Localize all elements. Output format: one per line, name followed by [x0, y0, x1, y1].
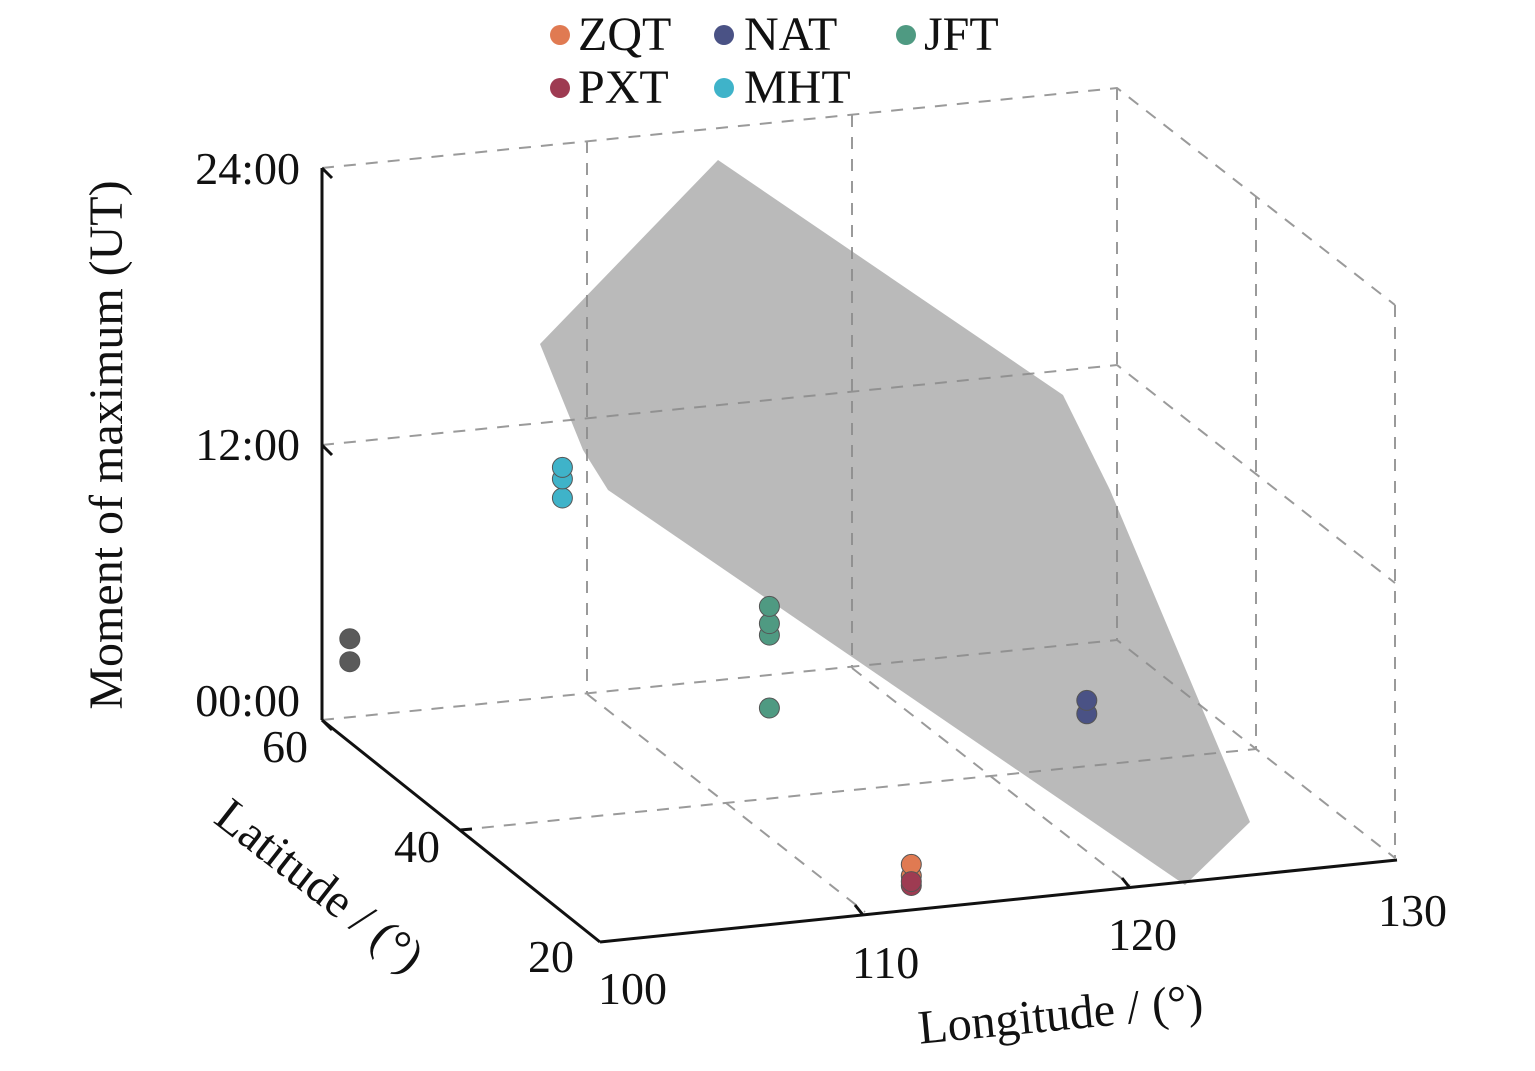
z-axis-title: Moment of maximum (UT): [80, 180, 133, 709]
grid-floor-lon100: [586, 693, 866, 913]
x-tick-label-100: 100: [598, 963, 667, 1014]
point-jft-3: [758, 595, 780, 617]
legend-item-zqt: ZQT: [550, 8, 671, 61]
legend-marker-mht: [714, 78, 734, 98]
x-tick-110: [853, 904, 865, 916]
fitted-plane: [540, 160, 1250, 885]
x-tick-label-130: 130: [1378, 885, 1447, 936]
z-tick-00: [320, 718, 334, 732]
point-other-1: [339, 628, 361, 650]
legend-item-nat: NAT: [714, 8, 837, 61]
tick-labels: 24:00 12:00 00:00 60 40 20 100 110 120 1…: [195, 143, 1447, 1014]
y-tick-label-60: 60: [262, 721, 308, 772]
legend-marker-zqt: [550, 25, 570, 45]
point-jft-0: [758, 697, 780, 719]
point-mht-2: [551, 456, 573, 478]
legend-label-zqt: ZQT: [578, 8, 671, 61]
legend-label-pxt: PXT: [578, 61, 669, 114]
legend-marker-jft: [896, 25, 916, 45]
legend-label-nat: NAT: [744, 8, 837, 61]
x-tick-label-120: 120: [1108, 909, 1177, 960]
x-tick-label-110: 110: [852, 937, 919, 988]
x-axis-line: [599, 858, 1398, 944]
legend-label-jft: JFT: [924, 8, 999, 61]
y-tick-label-20: 20: [528, 931, 574, 982]
legend-item-pxt: PXT: [550, 61, 669, 114]
legend-marker-nat: [714, 25, 734, 45]
point-other-0: [339, 651, 361, 673]
z-tick-label-12: 12:00: [195, 419, 300, 470]
y-tick-40: [459, 827, 473, 832]
legend-marker-pxt: [550, 78, 570, 98]
point-pxt-1: [900, 871, 922, 893]
y-tick-label-40: 40: [394, 821, 440, 872]
axes: [320, 166, 1398, 944]
z-tick-24: [320, 166, 334, 180]
x-tick-120: [1120, 877, 1132, 889]
z-tick-label-24: 24:00: [195, 143, 300, 194]
legend: ZQT NAT JFT PXT MHT: [550, 8, 999, 114]
legend-item-mht: MHT: [714, 61, 851, 114]
y-axis-title: Latitude / (°): [205, 788, 433, 983]
data-points: [339, 456, 1098, 896]
point-nat-1: [1076, 689, 1098, 711]
x-axis-title: Longitude / (°): [916, 974, 1206, 1054]
legend-item-jft: JFT: [896, 8, 999, 61]
point-mht-0: [551, 487, 573, 509]
z-tick-label-00: 00:00: [195, 675, 300, 726]
z-tick-12: [320, 443, 334, 457]
legend-label-mht: MHT: [744, 61, 851, 114]
grid-floor-lon110: [851, 667, 1131, 886]
